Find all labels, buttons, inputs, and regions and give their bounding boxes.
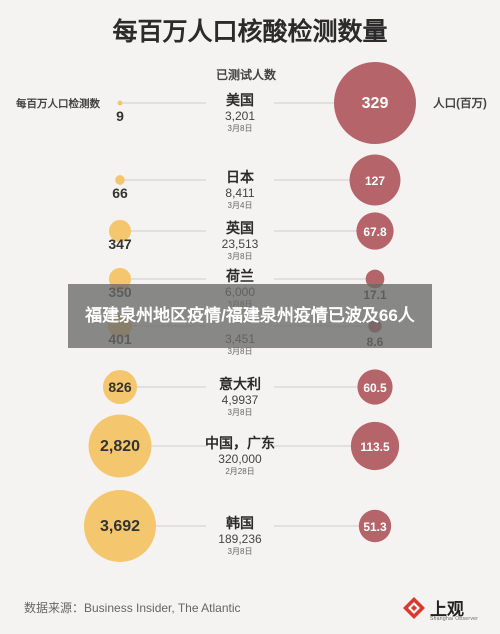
country-name: 英国 [225,220,254,236]
right-value-label: 67.8 [363,225,387,239]
left-value-label: 347 [108,236,132,252]
center-label-bg [206,432,274,476]
tested-count: 320,000 [218,452,262,466]
tested-count: 8,411 [225,186,254,200]
center-label-bg [206,89,274,133]
left-bubble [102,369,138,405]
left-value-label: 9 [116,108,124,124]
left-bubble [108,219,132,243]
center-label-bg [206,166,274,210]
test-date: 2月28日 [225,467,254,476]
left-bubble [115,175,125,185]
logo-text: 上观 [430,600,464,620]
right-column-header: 人口(百万) [433,96,487,110]
test-date: 3月8日 [228,252,253,261]
chart-title: 每百万人口核酸检测数量 [112,17,387,46]
country-name: 意大利 [219,376,261,392]
center-column-header: 已测试人数 [216,67,277,82]
right-bubble [365,269,385,289]
center-label-bg [206,217,274,261]
left-value-label: 826 [108,379,132,395]
news-banner[interactable]: 福建泉州地区疫情/福建泉州疫情已波及66人 [68,284,432,348]
shanghai-observer-logo[interactable]: 上观 Shanghai Observer [402,594,482,626]
center-label-bg [206,512,274,556]
tested-count: 4,9937 [222,393,259,407]
left-column-header: 每百万人口检测数 [16,97,100,110]
test-date: 3月8日 [228,547,253,556]
left-bubble [117,100,123,106]
country-name: 中国，广东 [205,435,275,451]
country-name: 韩国 [226,515,254,531]
right-bubble [358,509,392,543]
left-value-label: 2,820 [100,438,140,455]
left-value-label: 3,692 [100,518,140,535]
right-value-label: 329 [362,95,389,112]
right-value-label: 51.3 [363,520,387,534]
test-date: 3月8日 [228,347,253,356]
country-name: 美国 [226,92,254,108]
right-bubble [349,154,401,206]
right-value-label: 127 [365,174,385,188]
left-bubble [84,490,156,562]
logo-subtext: Shanghai Observer [430,616,479,622]
right-bubble [356,212,394,250]
country-name: 荷兰 [225,268,254,284]
right-bubble [357,369,393,405]
center-label-bg [206,373,274,417]
right-bubble [334,62,416,144]
logo-mark-icon [403,597,425,619]
country-name: 日本 [226,169,255,185]
tested-count: 189,236 [218,532,262,546]
source-note: 数据来源：Business Insider, The Atlantic [24,601,241,615]
right-bubble [350,421,400,471]
right-value-label: 60.5 [363,381,387,395]
tested-count: 3,201 [225,109,255,123]
test-date: 3月4日 [228,201,253,210]
test-date: 3月8日 [228,124,253,133]
tested-count: 23,513 [222,237,259,251]
right-value-label: 113.5 [360,440,390,454]
left-value-label: 66 [112,185,128,201]
test-date: 3月8日 [228,408,253,417]
left-bubble [88,414,152,478]
banner-text: 福建泉州地区疫情/福建泉州疫情已波及66人 [85,306,415,325]
